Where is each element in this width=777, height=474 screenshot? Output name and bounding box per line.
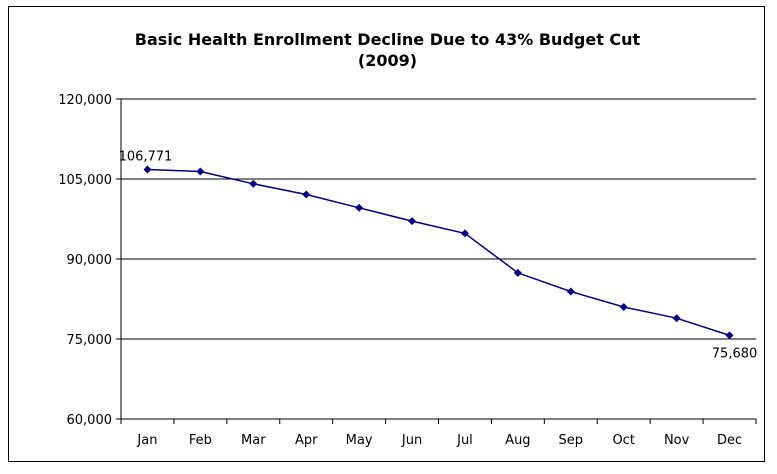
y-tick-label: 75,000 xyxy=(67,333,113,348)
x-tick-label: Feb xyxy=(189,433,212,448)
series-line xyxy=(147,168,730,337)
data-point-marker xyxy=(143,165,152,174)
data-point-marker xyxy=(408,217,417,226)
data-point-marker xyxy=(566,287,575,296)
y-tick-label: 90,000 xyxy=(67,253,113,268)
x-tick-label: Sep xyxy=(559,433,584,448)
x-tick-label: Dec xyxy=(717,433,742,448)
x-tick-label: Aug xyxy=(505,433,530,448)
chart-title-line-1: Basic Health Enrollment Decline Due to 4… xyxy=(134,30,641,49)
data-point-marker xyxy=(355,203,364,212)
x-tick-label: Oct xyxy=(612,433,634,448)
data-point-marker xyxy=(460,229,469,238)
chart-title-line-2: (2009) xyxy=(357,51,418,70)
x-tick-label: Mar xyxy=(241,433,266,448)
data-label: 106,771 xyxy=(119,150,173,165)
data-label: 75,680 xyxy=(712,346,758,361)
y-tick-label: 60,000 xyxy=(67,413,113,428)
y-tick-label: 120,000 xyxy=(58,93,112,108)
x-tick-label: Jun xyxy=(401,433,422,448)
chart-frame: Basic Health Enrollment Decline Due to 4… xyxy=(8,6,765,462)
data-point-marker xyxy=(725,331,734,340)
x-tick-label: May xyxy=(346,433,373,448)
x-tick-label: Jan xyxy=(136,433,157,448)
data-point-marker xyxy=(302,190,311,199)
data-point-marker xyxy=(249,179,258,188)
data-point-marker xyxy=(672,314,681,323)
x-tick-label: Jul xyxy=(456,433,473,448)
x-tick-label: Nov xyxy=(664,433,690,448)
x-tick-label: Apr xyxy=(295,433,318,448)
chart-title: Basic Health Enrollment Decline Due to 4… xyxy=(9,29,766,71)
data-point-marker xyxy=(619,303,628,311)
y-tick-label: 105,000 xyxy=(58,173,112,188)
line-chart: 60,000 75,000 90,000 105,000 120,000 Jan Feb Ma… xyxy=(58,93,758,448)
data-point-marker xyxy=(513,268,522,277)
data-point-marker xyxy=(196,167,205,176)
